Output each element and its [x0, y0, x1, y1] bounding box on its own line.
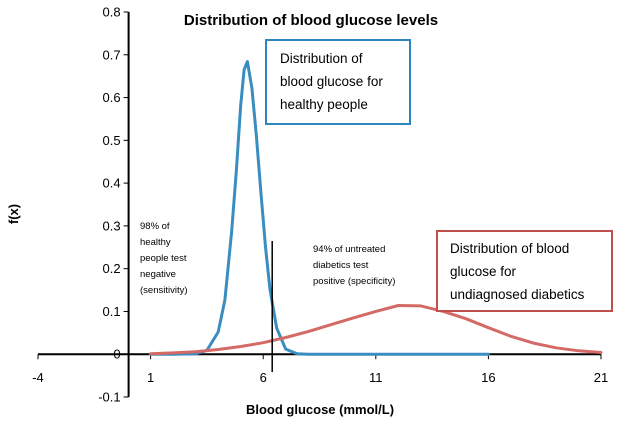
- diabetic-distribution-line: [149, 304, 603, 356]
- specificity-note: 94% of untreated diabetics test positive…: [313, 244, 395, 287]
- x-tick-label: 6: [260, 370, 267, 385]
- healthy-label-box: [265, 39, 411, 125]
- diabetic-label-box: [436, 230, 613, 312]
- sensitivity-note-line: negative: [140, 269, 176, 280]
- sensitivity-note-line: (sensitivity): [140, 285, 188, 296]
- y-tick-label: 0.5: [103, 133, 121, 148]
- y-tick-label: 0.6: [103, 90, 121, 105]
- y-tick-label: -0.1: [98, 390, 120, 405]
- x-axis-title: Blood glucose (mmol/L): [246, 402, 394, 417]
- y-tick-label: 0.4: [103, 176, 121, 191]
- series-layer: [149, 60, 603, 356]
- diabetic-label-line: glucose for: [450, 264, 517, 279]
- healthy-label-line: Distribution of: [280, 51, 363, 66]
- specificity-note-line: positive (specificity): [313, 276, 395, 287]
- chart-title: Distribution of blood glucose levels: [184, 12, 438, 29]
- diabetic-distribution-label: Distribution of blood glucose for undiag…: [436, 230, 613, 312]
- sensitivity-note: 98% of healthy people test negative (sen…: [140, 221, 188, 296]
- specificity-note-line: diabetics test: [313, 260, 369, 271]
- x-tick-label: 21: [594, 370, 608, 385]
- y-tick-label: 0.1: [103, 304, 121, 319]
- y-axis-title: f(x): [6, 204, 21, 224]
- sensitivity-note-line: 98% of: [140, 221, 170, 232]
- healthy-label-line: blood glucose for: [280, 74, 383, 89]
- specificity-note-line: 94% of untreated: [313, 244, 385, 255]
- healthy-label-line: healthy people: [280, 97, 368, 112]
- sensitivity-note-line: healthy: [140, 237, 171, 248]
- y-tick-label: 0.8: [103, 5, 121, 20]
- y-axis-ticks: -0.100.10.20.30.40.50.60.70.8: [98, 5, 129, 405]
- diabetic-label-line: Distribution of blood: [450, 241, 569, 256]
- y-tick-label: 0.2: [103, 261, 121, 276]
- y-tick-label: 0.7: [103, 47, 121, 62]
- healthy-distribution-label: Distribution of blood glucose for health…: [265, 39, 411, 125]
- x-tick-label: 1: [147, 370, 154, 385]
- diabetic-label-line: undiagnosed diabetics: [450, 287, 585, 302]
- y-tick-label: 0.3: [103, 218, 121, 233]
- x-tick-label: 11: [369, 370, 383, 385]
- x-tick-label: 16: [481, 370, 495, 385]
- sensitivity-note-line: people test: [140, 253, 187, 264]
- x-axis-ticks: -4 1 6 11 16 21: [32, 354, 608, 385]
- x-tick-label: -4: [32, 370, 44, 385]
- healthy-distribution-line: [149, 60, 490, 356]
